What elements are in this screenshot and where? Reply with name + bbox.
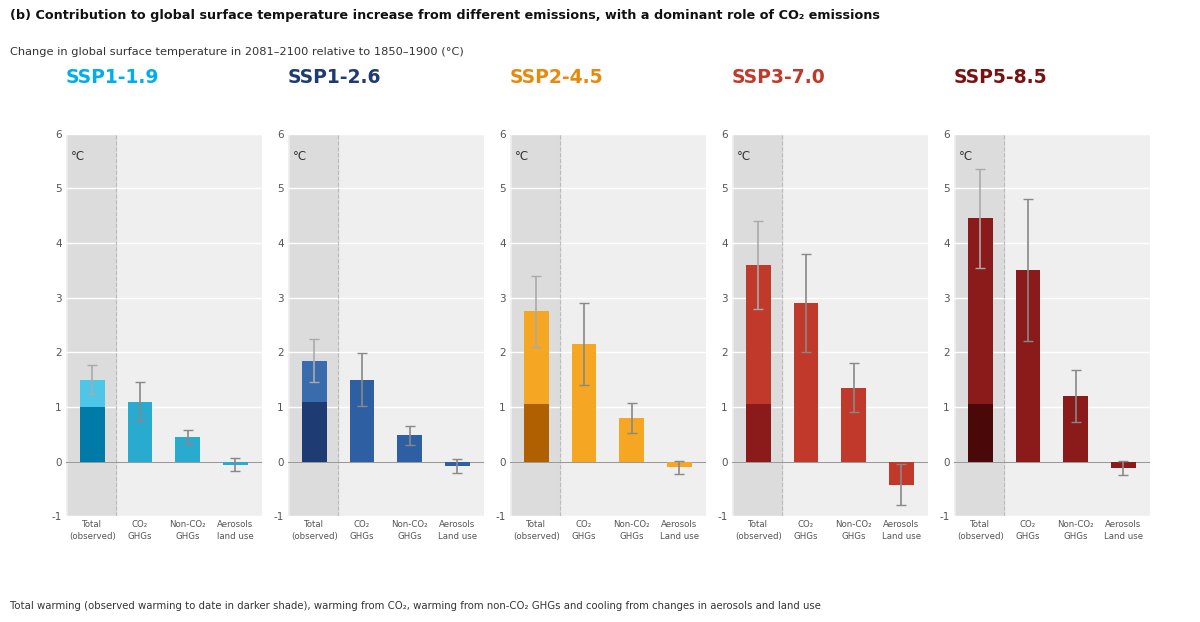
Bar	[175, 437, 200, 462]
Text: SSP1-1.9: SSP1-1.9	[66, 68, 160, 87]
Bar	[524, 404, 548, 462]
Text: SSP3-7.0: SSP3-7.0	[732, 68, 826, 87]
Bar	[968, 404, 992, 462]
Text: SSP5-8.5: SSP5-8.5	[954, 68, 1048, 87]
Bar	[746, 404, 770, 462]
Bar	[397, 435, 422, 462]
Bar	[349, 379, 374, 462]
Text: Change in global surface temperature in 2081–2100 relative to 1850–1900 (°C): Change in global surface temperature in …	[10, 47, 463, 57]
Text: °C: °C	[515, 150, 529, 163]
Bar	[1063, 396, 1088, 462]
Bar	[1015, 271, 1040, 462]
Bar	[80, 379, 104, 462]
Text: °C: °C	[959, 150, 973, 163]
Text: SSP1-2.6: SSP1-2.6	[288, 68, 382, 87]
Bar	[571, 344, 596, 462]
Text: (b) Contribution to global surface temperature increase from different emissions: (b) Contribution to global surface tempe…	[10, 9, 880, 22]
Bar	[524, 312, 548, 462]
Bar	[223, 462, 247, 465]
Bar	[968, 218, 992, 462]
Bar	[302, 361, 326, 462]
Bar	[746, 265, 770, 462]
Text: Total warming (observed warming to date in darker shade), warming from CO₂, warm: Total warming (observed warming to date …	[10, 601, 821, 611]
Bar	[512, 134, 560, 516]
Bar	[80, 407, 104, 462]
Text: °C: °C	[71, 150, 85, 163]
Bar	[1111, 462, 1135, 468]
Bar	[956, 134, 1004, 516]
Bar	[667, 462, 691, 467]
Bar	[793, 303, 818, 462]
Bar	[734, 134, 782, 516]
Text: °C: °C	[293, 150, 307, 163]
Bar	[68, 134, 116, 516]
Bar	[445, 462, 469, 466]
Text: SSP2-4.5: SSP2-4.5	[510, 68, 604, 87]
Bar	[302, 402, 326, 462]
Bar	[127, 402, 152, 462]
Text: °C: °C	[737, 150, 751, 163]
Bar	[619, 418, 644, 462]
Bar	[841, 388, 866, 462]
Bar	[290, 134, 338, 516]
Bar	[889, 462, 913, 485]
